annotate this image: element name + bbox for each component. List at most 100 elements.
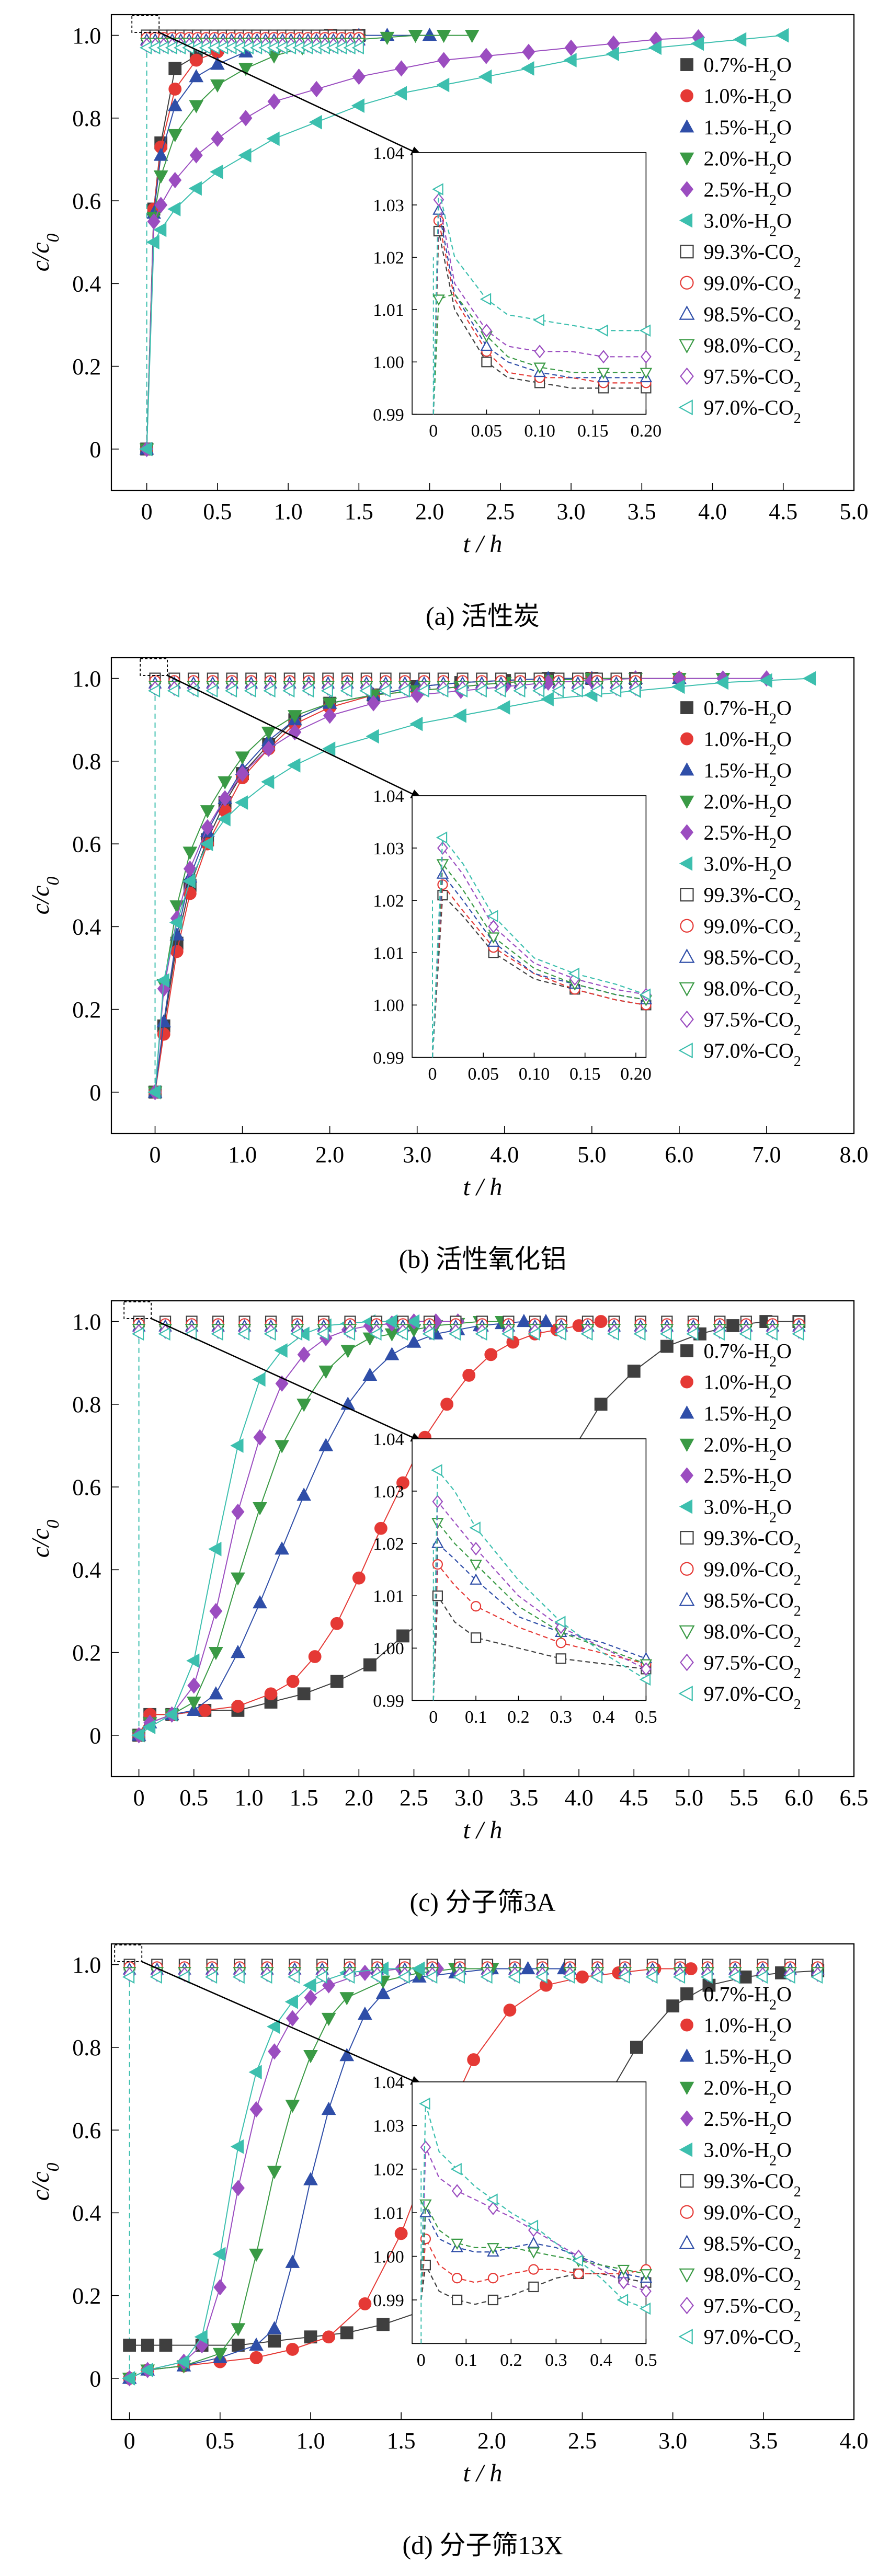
data-point (309, 115, 322, 130)
legend-label: 1.5%-H2O (704, 116, 792, 146)
label-part: 1.5%- (704, 1402, 755, 1425)
label-part: 98.0%- (704, 977, 765, 1000)
y-tick-label: 0.6 (72, 188, 101, 214)
label-part: 2.0%- (704, 2076, 755, 2099)
inset-data-point (487, 2294, 499, 2306)
x-tick-label: 0.5 (635, 1708, 657, 1727)
data-point (395, 1327, 408, 1341)
label-subscript: 2 (769, 67, 777, 84)
legend-marker (679, 856, 693, 871)
data-point (452, 1970, 465, 1984)
legend-marker (680, 1344, 693, 1357)
inset-data-point (640, 350, 652, 364)
legend-entry: 0.7%-H2O (680, 696, 792, 727)
x-tick-label: 0.1 (465, 1708, 487, 1727)
inset-data-point (469, 1521, 481, 1534)
y-tick-label: 1.0 (72, 23, 101, 49)
legend-marker (679, 1499, 693, 1514)
x-tick-label: 0.15 (577, 421, 609, 441)
data-point (156, 973, 169, 988)
label-part: 0.7%- (704, 1339, 755, 1363)
label-subscript: 2 (794, 255, 801, 271)
data-point (210, 79, 225, 93)
legend-entry: 2.5%-H2O (680, 1464, 792, 1494)
label-part: 0.7%- (704, 696, 755, 720)
inset-data-point (431, 1464, 442, 1476)
data-point (397, 1970, 410, 1984)
inset-data-point (527, 2236, 540, 2248)
data-point (267, 2019, 280, 2034)
label-part: H (754, 821, 769, 844)
legend-entry: 0.7%-H2O (680, 53, 792, 84)
data-point (263, 684, 276, 698)
y-title-part: c/c (27, 242, 54, 271)
data-point (264, 1687, 278, 1701)
y-tick-label: 0.8 (72, 2035, 101, 2060)
x-tick-label: 2.0 (315, 1142, 344, 1167)
label-part: H (754, 2107, 769, 2131)
x-tick-label: 0.2 (500, 2351, 522, 2370)
label-part: H (754, 1495, 769, 1519)
inset-data-point (534, 345, 545, 359)
label-part: O (777, 696, 792, 720)
legend-marker (680, 89, 693, 102)
inset-series-line (420, 2202, 646, 2300)
data-point (200, 805, 215, 819)
y-tick-label: 1.02 (373, 2160, 404, 2180)
x-tick-label: 3.5 (749, 2428, 778, 2454)
label-part: H (754, 1339, 769, 1363)
data-point (759, 673, 772, 688)
legend-label: 1.0%-H2O (704, 1370, 792, 1401)
data-point (260, 1970, 272, 1984)
data-point (176, 2354, 190, 2369)
x-tick-label: 0.05 (471, 421, 503, 441)
x-tick-label: 0.5 (203, 499, 232, 524)
data-point (406, 1334, 421, 1348)
x-tick-label: 4.5 (620, 1785, 648, 1811)
legend-entry: 1.0%-H2O (680, 1370, 792, 1401)
x-tick-label: 1.0 (296, 2428, 325, 2454)
data-point (201, 819, 214, 836)
inset-data-point (639, 1673, 651, 1686)
data-point (274, 1343, 288, 1358)
x-tick-label: 1.0 (228, 1142, 257, 1167)
legend-label: 99.3%-CO2 (704, 2169, 801, 2200)
y-tick-label: 0.8 (72, 106, 101, 131)
inset-data-point (555, 1653, 566, 1664)
x-tick-label: 4.5 (769, 499, 797, 524)
label-subscript: 2 (794, 317, 801, 333)
label-part: 97.5%- (704, 1008, 765, 1032)
legend-entry: 97.0%-CO2 (678, 396, 801, 427)
data-point (122, 2371, 135, 2386)
legend-label: 2.5%-H2O (704, 178, 792, 209)
inset-data-point (419, 2097, 430, 2110)
inset-data-point (488, 920, 499, 934)
data-point (484, 1348, 498, 1361)
legend-label: 97.5%-CO2 (704, 365, 801, 396)
x-tick-label: 0.3 (550, 1708, 572, 1727)
label-part: H (754, 2138, 769, 2162)
label-part: O (777, 1983, 792, 2006)
inset-data-point (533, 314, 544, 326)
data-point (700, 1970, 713, 1984)
label-part: 99.3%- (704, 1526, 765, 1550)
data-point (147, 213, 161, 230)
inset-data-point (639, 324, 651, 337)
inset-data-point (487, 2243, 499, 2254)
data-point (232, 1970, 245, 1984)
data-point (253, 1595, 267, 1609)
legend-label: 98.0%-CO2 (704, 1620, 801, 1651)
y-tick-label: 0.2 (72, 2283, 101, 2309)
inset-data-point (639, 2302, 651, 2315)
label-part: H (754, 1370, 769, 1394)
legend-marker (679, 2268, 695, 2283)
legend-label: 99.0%-CO2 (704, 1558, 801, 1588)
data-point (475, 1327, 487, 1341)
label-subscript: 2 (769, 1509, 777, 1526)
data-point (539, 1313, 553, 1327)
data-point (275, 1440, 289, 1453)
data-point (517, 1313, 531, 1327)
legend-entry: 98.0%-CO2 (679, 1620, 801, 1651)
y-tick-label: 1.01 (373, 1587, 404, 1606)
